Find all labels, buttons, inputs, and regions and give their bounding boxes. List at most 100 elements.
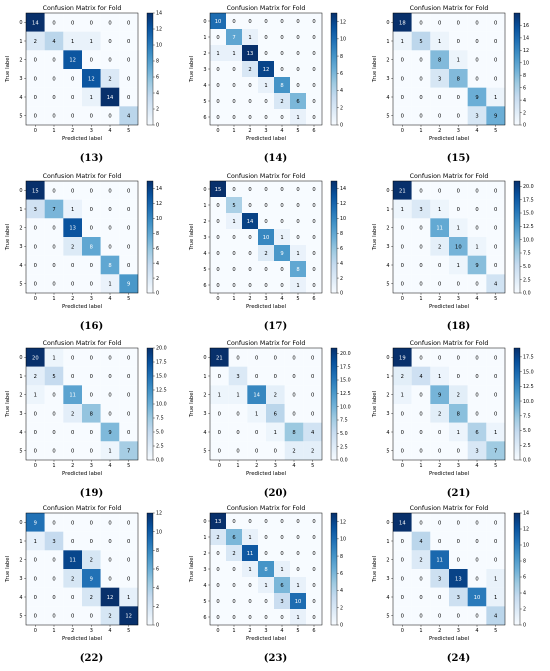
- x-tick-label: 4: [475, 128, 478, 134]
- cell-value-label: 0: [401, 614, 404, 620]
- matrix-cell: [411, 199, 431, 219]
- matrix-cell: [411, 587, 431, 607]
- cell-value-label: 0: [216, 583, 219, 589]
- matrix-cell: [26, 385, 45, 405]
- cell-value-label: 0: [401, 558, 404, 564]
- cell-value-label: 0: [90, 282, 93, 288]
- matrix-cell: [82, 50, 101, 70]
- matrix-cell: [467, 587, 487, 607]
- matrix-cell: [411, 513, 431, 532]
- cell-value-label: 0: [52, 226, 55, 232]
- cell-value-label: 0: [312, 567, 315, 573]
- matrix-cell: [258, 61, 275, 78]
- panel-caption: (24): [446, 653, 471, 664]
- cell-value-label: 0: [264, 599, 267, 605]
- colorbar-tick-label: 0.0: [523, 291, 531, 297]
- matrix-cell: [247, 404, 267, 423]
- matrix-cell: [449, 587, 468, 607]
- matrix-cell: [290, 545, 307, 562]
- matrix-cell: [119, 348, 139, 367]
- cell-value-label: 0: [90, 614, 93, 620]
- x-tick-label: 4: [108, 628, 111, 634]
- colorbar-tick-label: 12.5: [340, 391, 351, 397]
- cell-value-label: 0: [71, 355, 74, 361]
- cell-value-label: 1: [71, 207, 74, 213]
- cell-value-label: 0: [438, 595, 441, 601]
- cell-value-label: 0: [236, 355, 239, 361]
- cell-value-label: 1: [264, 583, 267, 589]
- cell-value-label: 0: [218, 411, 221, 417]
- colorbar-tick-label: 16: [523, 23, 529, 29]
- matrix-cell: [486, 366, 506, 386]
- cell-value-label: 0: [457, 207, 460, 213]
- matrix-cell: [393, 181, 412, 200]
- y-tick-label: 2: [19, 557, 22, 563]
- colorbar-tick-label: 17.5: [523, 197, 534, 203]
- x-tick-label: 5: [127, 628, 130, 634]
- cell-value-label: 0: [494, 263, 497, 269]
- cell-value-label: 0: [108, 355, 111, 361]
- y-tick-label: 5: [19, 281, 22, 287]
- cell-value-label: 0: [232, 519, 235, 525]
- matrix-cell: [258, 513, 275, 530]
- y-tick-label: 3: [203, 567, 206, 573]
- matrix-cell: [119, 31, 139, 51]
- cell-value-label: 1: [457, 263, 460, 269]
- colorbar-tick-label: 0: [156, 123, 159, 129]
- matrix-cell: [26, 13, 45, 32]
- matrix-cell: [303, 404, 323, 423]
- matrix-cell: [486, 385, 506, 405]
- x-axis-label: Predicted label: [429, 471, 469, 477]
- cell-value-label: 0: [311, 411, 314, 417]
- matrix-cell: [306, 529, 323, 546]
- cell-value-label: 0: [292, 393, 295, 399]
- cell-value-label: 0: [71, 430, 74, 436]
- colorbar-tick-label: 4: [523, 591, 526, 597]
- cell-value-label: 0: [34, 449, 37, 455]
- matrix-cell: [411, 106, 431, 126]
- y-tick-label: 5: [203, 99, 206, 105]
- colorbar-tick-label: 2.5: [523, 277, 531, 283]
- y-tick-label: 0: [386, 20, 389, 26]
- cell-value-label: 0: [494, 355, 497, 361]
- matrix-cell: [226, 561, 243, 578]
- cell-value-label: 13: [215, 519, 222, 525]
- matrix-cell: [119, 422, 139, 442]
- cell-value-label: 2: [71, 244, 74, 250]
- cell-value-label: 1: [438, 207, 441, 213]
- y-tick-label: 0: [386, 355, 389, 361]
- cell-value-label: 0: [34, 282, 37, 288]
- cell-value-label: 2: [280, 99, 283, 105]
- cell-value-label: 4: [311, 430, 315, 436]
- matrix-cell: [226, 609, 243, 626]
- cell-value-label: 0: [475, 207, 478, 213]
- matrix-cell: [100, 404, 120, 423]
- y-axis-label: True label: [189, 56, 195, 83]
- chart-title: Confusion Matrix for Fold: [410, 505, 489, 512]
- matrix-cell: [100, 606, 120, 626]
- matrix-cell: [44, 569, 64, 588]
- x-tick-label: 3: [274, 463, 277, 469]
- matrix-cell: [449, 441, 468, 461]
- matrix-cell: [449, 237, 468, 256]
- confusion-matrix-panel: Confusion Matrix for Fold 19 0 0 0 0 0 2 4 1 0 0 0 1 0…: [367, 339, 550, 506]
- matrix-cell: [82, 31, 101, 51]
- matrix-cell: [210, 529, 227, 546]
- cell-value-label: 5: [232, 203, 235, 209]
- cell-value-label: 0: [248, 519, 251, 525]
- cell-value-label: 0: [248, 615, 251, 621]
- y-tick-label: 1: [19, 207, 22, 213]
- colorbar-tick-label: 4: [523, 98, 526, 104]
- matrix-cell: [258, 593, 275, 610]
- matrix-cell: [228, 441, 248, 461]
- cell-value-label: 3: [52, 539, 55, 545]
- cell-value-label: 0: [438, 188, 441, 194]
- cell-value-label: 0: [248, 203, 251, 209]
- matrix-cell: [44, 218, 64, 238]
- matrix-cell: [411, 550, 431, 570]
- matrix-cell: [411, 69, 431, 88]
- colorbar-tick-label: 10.0: [523, 399, 534, 405]
- matrix-cell: [306, 229, 323, 246]
- x-tick-label: 2: [71, 463, 74, 469]
